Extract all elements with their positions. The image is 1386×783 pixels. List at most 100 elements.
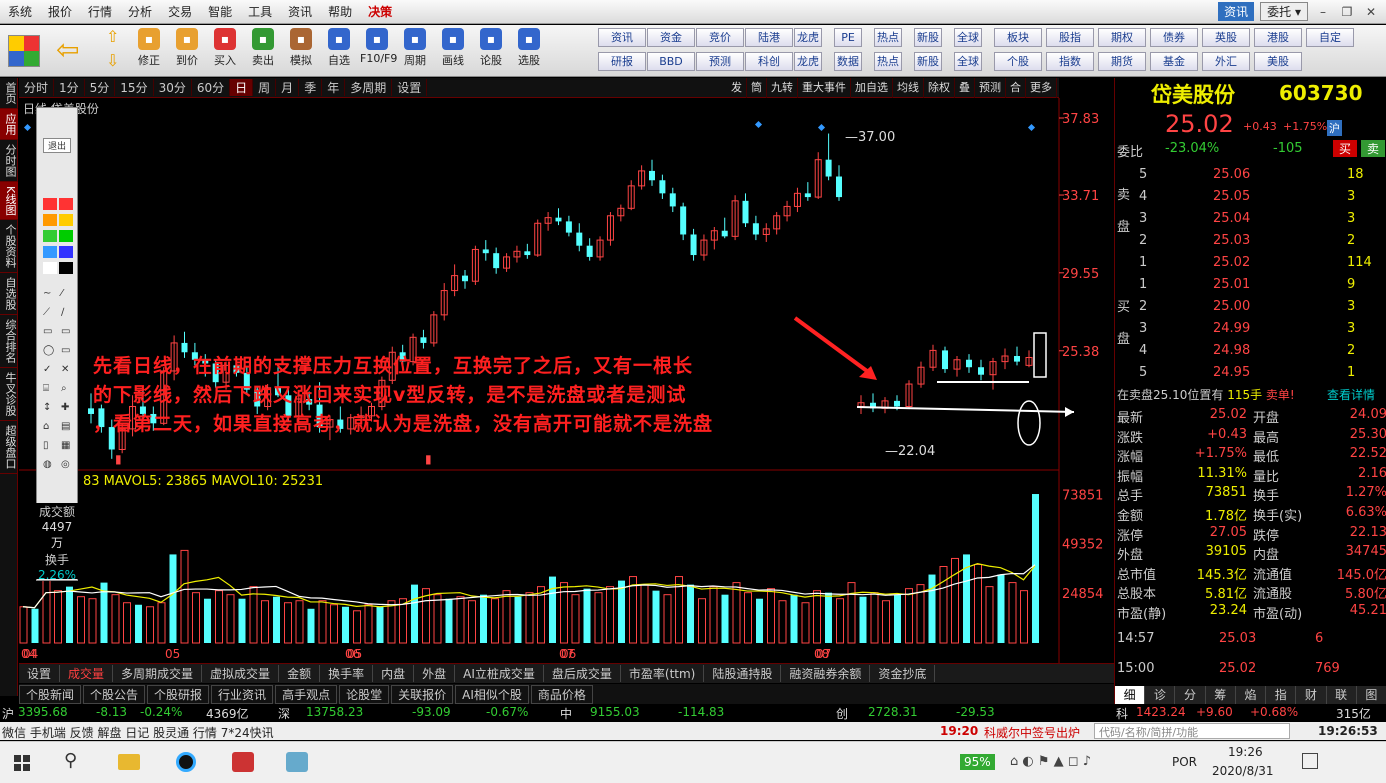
period-7[interactable]: 周	[253, 79, 277, 96]
draw-tool-icon[interactable]: ▯	[43, 440, 49, 451]
news-tab-7[interactable]: AI相似个股	[455, 684, 529, 704]
quick-button-r2-0[interactable]: 研报	[598, 52, 646, 71]
news-tab-5[interactable]: 论股堂	[339, 684, 390, 704]
stock-app-icon[interactable]	[232, 752, 254, 772]
indicator-tab-5[interactable]: 换手率	[320, 665, 374, 682]
indicator-tab-10[interactable]: 市盈率(ttm)	[621, 665, 705, 682]
zz-index[interactable]: 9155.03	[590, 705, 640, 719]
panel-tab-6[interactable]: 财	[1296, 686, 1327, 704]
big-order-notice[interactable]: 在卖盘25.10位置有 115手 卖单! 查看详情	[1117, 386, 1386, 403]
indicator-tab-11[interactable]: 陆股通持股	[704, 665, 782, 682]
ask-row[interactable]: 3 25.04 3	[1115, 210, 1386, 229]
quick-button-r1-6[interactable]: 热点	[874, 28, 902, 47]
left-tab-4[interactable]: 个股资料	[0, 220, 18, 274]
sell-button[interactable]: 卖	[1361, 140, 1385, 157]
ask-row[interactable]: 1 25.02 114	[1115, 254, 1386, 273]
ask-row[interactable]: 4 25.05 3	[1115, 188, 1386, 207]
draw-tool-icon[interactable]: ◯	[43, 345, 55, 356]
search-icon[interactable]: ⚲	[64, 750, 78, 771]
news-headline[interactable]: 科威尔中签号出炉	[984, 726, 1081, 740]
panel-tab-7[interactable]: 联	[1326, 686, 1357, 704]
toolbar-button-8[interactable]: ▪ 画线	[436, 28, 470, 68]
back-arrow-icon[interactable]: ⇦	[56, 33, 80, 66]
period-0[interactable]: 分时	[19, 79, 55, 96]
bid-row[interactable]: 2 25.00 3	[1115, 298, 1386, 317]
chart-tool-5[interactable]: 均线	[893, 78, 924, 98]
period-10[interactable]: 年	[322, 79, 346, 96]
bid-row[interactable]: 4 24.98 2	[1115, 342, 1386, 361]
period-3[interactable]: 15分	[115, 79, 154, 96]
weituo-button[interactable]: 委托 ▾	[1260, 2, 1308, 21]
draw-tool-icon[interactable]: ∼	[43, 288, 52, 299]
ime-indicator[interactable]: POR	[1172, 755, 1198, 769]
draw-tool-icon[interactable]: ⌸	[43, 383, 49, 394]
draw-tool-icon[interactable]: ◍	[43, 459, 52, 470]
menu-item-5[interactable]: 智能	[208, 5, 233, 19]
kc-index[interactable]: 1423.24	[1136, 705, 1186, 719]
minimize-icon[interactable]: –	[1320, 4, 1326, 19]
taskbar-date[interactable]: 2020/8/31	[1212, 764, 1274, 778]
quick-button-r1-1[interactable]: 资金	[647, 28, 695, 47]
menu-item-2[interactable]: 行情	[88, 5, 113, 19]
close-icon[interactable]: ✕	[1365, 4, 1377, 19]
panel-tab-3[interactable]: 筹	[1205, 686, 1236, 704]
quick-button-r2-7[interactable]: 新股	[914, 52, 942, 71]
left-tab-0[interactable]: 首页	[0, 78, 18, 109]
chart-tool-3[interactable]: 重大事件	[798, 78, 851, 98]
quick-button-r2-6[interactable]: 热点	[874, 52, 902, 71]
media-player-icon[interactable]	[176, 752, 196, 772]
indicator-tab-8[interactable]: AI立桩成交量	[455, 665, 544, 682]
quick-button-r1-2[interactable]: 竞价	[696, 28, 744, 47]
draw-tool-icon[interactable]: ▭	[43, 326, 53, 337]
chart-tool-2[interactable]: 九转	[767, 78, 798, 98]
draw-tool-icon[interactable]: ✚	[61, 402, 70, 413]
indicator-tab-4[interactable]: 金额	[279, 665, 321, 682]
left-tab-3[interactable]: K线图	[0, 182, 18, 221]
chart-tool-10[interactable]: 更多	[1026, 78, 1057, 98]
sz-index[interactable]: 13758.23	[306, 705, 364, 719]
quick-button-r2-5[interactable]: 数据	[834, 52, 862, 71]
down-arrow-icon[interactable]: ⇩	[106, 51, 120, 70]
bid-row[interactable]: 3 24.99 3	[1115, 320, 1386, 339]
file-explorer-icon[interactable]	[118, 754, 140, 770]
taskbar-time[interactable]: 19:26	[1228, 745, 1263, 759]
kline-chart[interactable]: 日线 岱美股份37.8333.7129.5525.38—37.00—22.04▮…	[19, 98, 1114, 666]
bid-row[interactable]: 5 24.95 1	[1115, 364, 1386, 383]
toolbar-button-0[interactable]: ▪ 修正	[132, 28, 166, 68]
color-swatch[interactable]	[59, 230, 73, 242]
indicator-tab-13[interactable]: 资金抄底	[870, 665, 936, 682]
draw-tool-icon[interactable]: ⌕	[61, 383, 67, 394]
quick-button-r2-3[interactable]: 科创	[745, 52, 793, 71]
quick-button-r1-14[interactable]: 港股	[1254, 28, 1302, 47]
notice-link[interactable]: 查看详情	[1327, 388, 1376, 402]
quick-button-r1-10[interactable]: 股指	[1046, 28, 1094, 47]
toolbar-button-7[interactable]: ▪ 周期	[398, 28, 432, 68]
left-tab-5[interactable]: 自选股	[0, 273, 18, 316]
left-tab-7[interactable]: 牛叉诊股	[0, 368, 18, 422]
up-arrow-icon[interactable]: ⇧	[106, 27, 120, 46]
chart-tool-8[interactable]: 预测	[975, 78, 1006, 98]
draw-tool-icon[interactable]: ▭	[61, 345, 71, 356]
ask-row[interactable]: 2 25.03 2	[1115, 232, 1386, 251]
menu-item-3[interactable]: 分析	[128, 5, 153, 19]
quick-button-r1-11[interactable]: 期权	[1098, 28, 1146, 47]
period-2[interactable]: 5分	[85, 79, 116, 96]
restore-icon[interactable]: ❐	[1341, 4, 1353, 19]
panel-tab-5[interactable]: 指	[1266, 686, 1297, 704]
color-swatch[interactable]	[43, 262, 57, 274]
search-input[interactable]: 代码/名称/简拼/功能	[1094, 723, 1290, 739]
quick-button-r1-0[interactable]: 资讯	[598, 28, 646, 47]
status-links[interactable]: 微信 手机端 反馈 解盘 日记 股灵通 行情 7*24快讯	[2, 726, 274, 740]
chart-tool-6[interactable]: 除权	[924, 78, 955, 98]
quick-button-r2-11[interactable]: 期货	[1098, 52, 1146, 71]
indicator-tab-0[interactable]: 设置	[19, 665, 61, 682]
color-swatch[interactable]	[59, 246, 73, 258]
menu-item-8[interactable]: 帮助	[328, 5, 353, 19]
toolbar-button-1[interactable]: ▪ 到价	[170, 28, 204, 68]
news-tab-8[interactable]: 商品价格	[530, 684, 593, 704]
color-swatch[interactable]	[43, 198, 57, 210]
draw-tool-icon[interactable]: ✕	[61, 364, 70, 375]
quick-button-r2-13[interactable]: 外汇	[1202, 52, 1250, 71]
draw-tool-icon[interactable]: ▭	[61, 326, 71, 337]
quick-button-r1-8[interactable]: 全球	[954, 28, 982, 47]
